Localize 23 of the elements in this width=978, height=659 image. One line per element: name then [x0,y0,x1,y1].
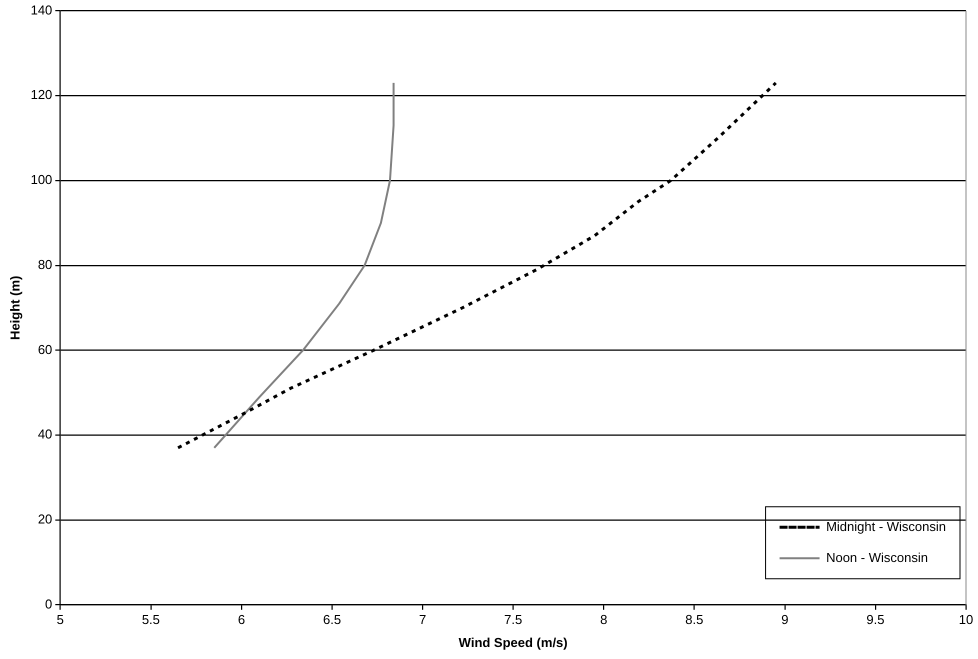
y-tick-label: 100 [30,172,52,188]
x-tick-label: 10 [958,612,974,628]
x-tick-label: 9 [781,612,788,628]
x-tick-label: 5.5 [142,612,160,628]
y-tick-label: 20 [38,512,52,527]
y-tick-label: 120 [30,87,52,102]
y-axis-title: Height (m) [7,276,22,340]
y-tick-label: 80 [38,256,52,272]
x-tick-label: 7.5 [504,612,522,628]
y-tick-label: 40 [38,426,52,442]
x-tick-label: 8 [600,612,608,628]
legend-label: Noon - Wisconsin [826,550,928,565]
x-tick-label: 6.5 [322,612,342,628]
y-tick-label: 140 [30,2,52,18]
x-tick-label: 6 [238,612,246,628]
x-axis-title: Wind Speed (m/s) [458,634,568,650]
y-tick-label: 0 [45,596,52,612]
legend-label: Midnight - Wisconsin [826,518,946,534]
x-tick-label: 5 [56,612,64,628]
x-tick-label: 8.5 [685,612,704,628]
x-tick-label: 7 [418,612,426,628]
x-tick-label: 9.5 [866,612,884,628]
y-tick-label: 60 [38,342,52,357]
